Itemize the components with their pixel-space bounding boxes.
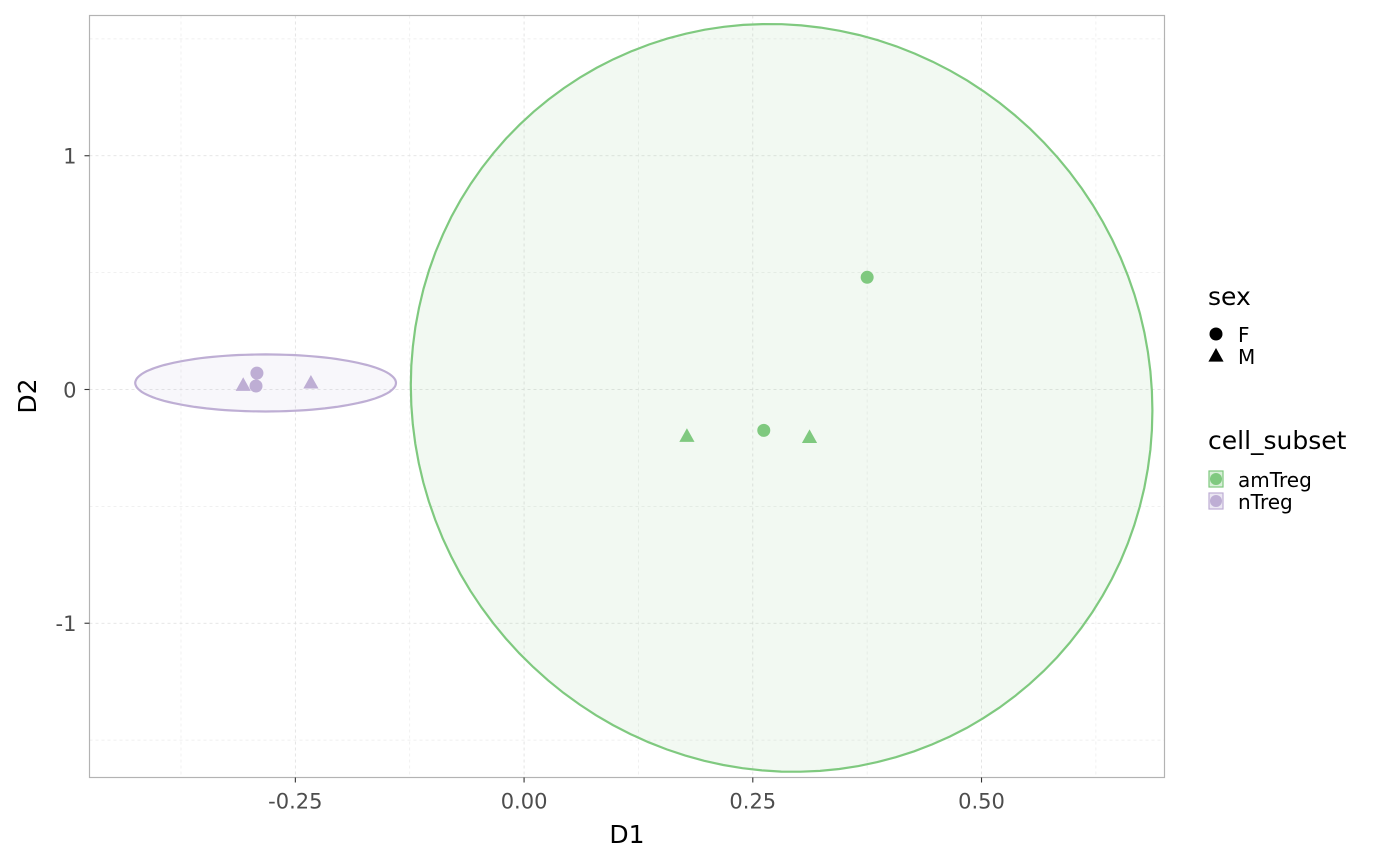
y-tick-label: -1: [56, 612, 77, 636]
legend-label-nTreg: nTreg: [1238, 490, 1293, 514]
point-nTreg-M: [303, 374, 319, 389]
point-amTreg-M: [679, 428, 695, 442]
point-nTreg-F: [249, 379, 263, 393]
plot-panel-border: [88, 14, 1166, 779]
legend-label-M: M: [1238, 345, 1255, 369]
legend-title-sex: sex: [1208, 282, 1251, 311]
legend-key-dot-amTreg: [1210, 473, 1222, 485]
y-axis-title: D2: [13, 378, 42, 413]
legend-label-amTreg: amTreg: [1238, 468, 1312, 492]
ellipse-amTreg: [409, 22, 1154, 773]
y-axis: -1 0 1: [56, 145, 90, 636]
point-nTreg-F: [250, 366, 264, 380]
minor-gridlines: [89, 15, 1165, 778]
y-tick-label: 0: [63, 378, 76, 402]
data-points: [235, 270, 874, 444]
x-axis: -0.25 0.00 0.25 0.50: [268, 777, 1005, 814]
ellipse-nTreg: [134, 353, 398, 413]
x-tick-label: 0.25: [729, 790, 776, 814]
legend-title-cell-subset: cell_subset: [1208, 426, 1347, 455]
x-tick-label: 0.00: [501, 790, 548, 814]
point-amTreg-F: [860, 270, 874, 284]
plot-panel-background: [89, 15, 1165, 778]
point-amTreg-M: [801, 429, 818, 444]
legend-label-F: F: [1238, 323, 1250, 347]
legend-key-M: [1208, 348, 1224, 362]
legend-key-F: [1209, 327, 1223, 341]
confidence-ellipses: [134, 22, 1154, 773]
x-tick-label: 0.50: [958, 790, 1005, 814]
y-tick-label: 1: [63, 145, 76, 169]
x-axis-title: D1: [609, 820, 644, 849]
point-nTreg-M: [235, 377, 251, 391]
major-gridlines: [89, 15, 1165, 778]
x-tick-label: -0.25: [268, 790, 322, 814]
point-amTreg-F: [757, 423, 771, 437]
legend-key-dot-nTreg: [1210, 495, 1222, 507]
